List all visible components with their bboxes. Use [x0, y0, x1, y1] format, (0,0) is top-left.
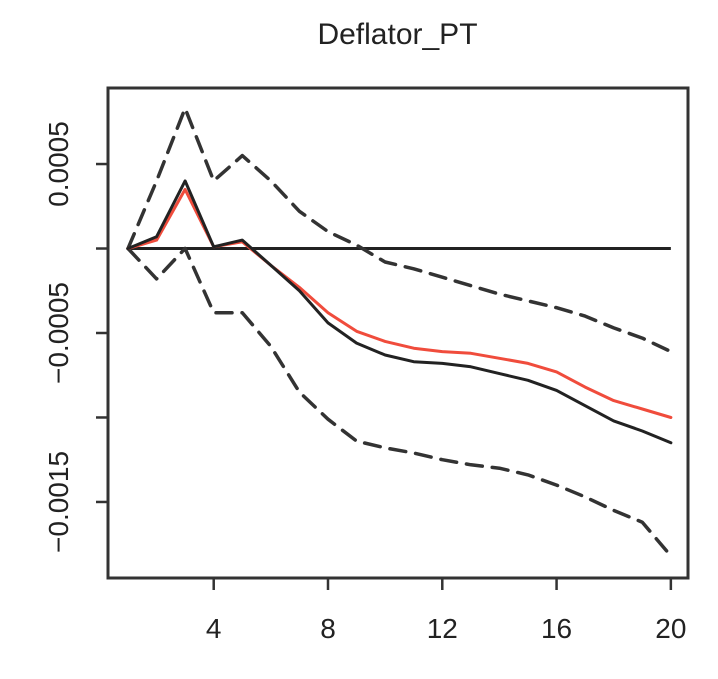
x-tick-label: 20: [655, 613, 686, 644]
upper-band-line: [126, 106, 673, 354]
y-tick-label: −0.0015: [43, 451, 74, 553]
response-line-black: [126, 179, 673, 445]
x-tick-label: 16: [541, 613, 572, 644]
x-tick-label: 8: [320, 613, 336, 644]
x-tick-label: 4: [206, 613, 222, 644]
x-tick-label: 12: [427, 613, 458, 644]
y-tick-label: −0.0005: [43, 282, 74, 384]
y-tick-label: 0.0005: [43, 121, 74, 207]
chart-title: Deflator_PT: [317, 18, 478, 51]
lower-band-line: [126, 246, 673, 558]
